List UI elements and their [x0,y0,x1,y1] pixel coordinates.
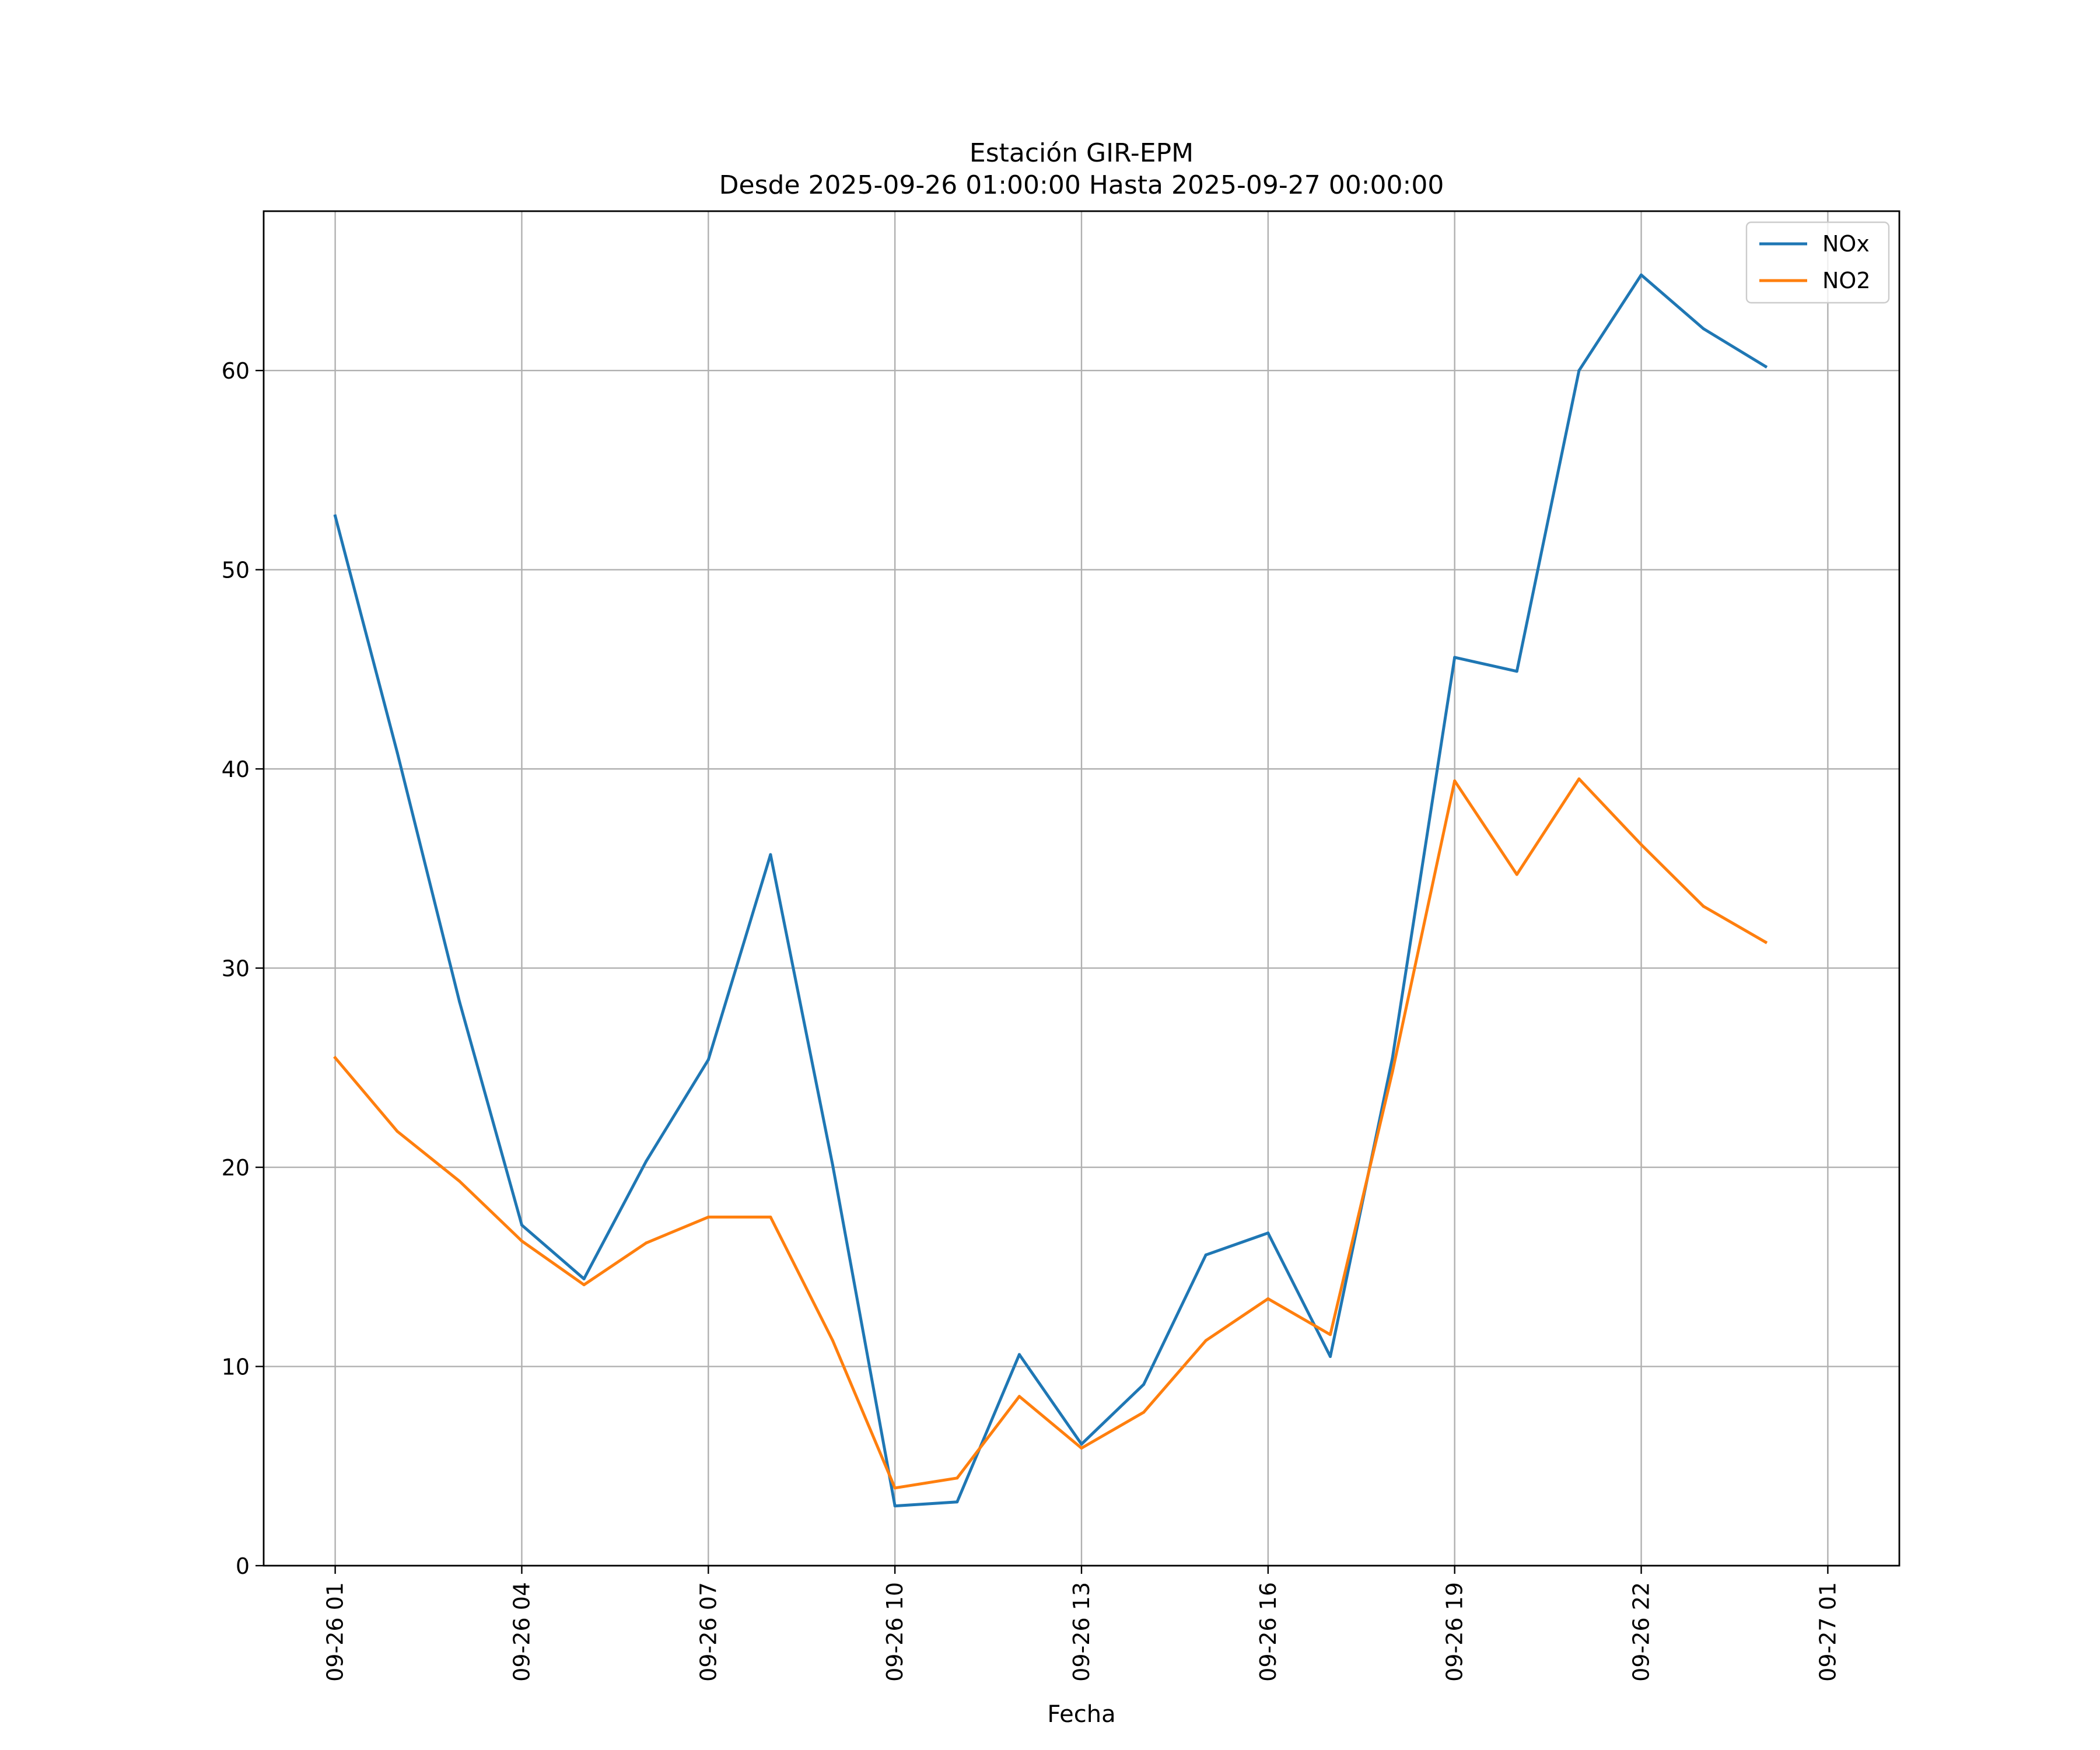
data-point-no2 [831,1339,834,1342]
y-tick-label: 60 [222,358,250,384]
x-tick-label: 09-27 01 [1815,1582,1840,1682]
x-tick-label: 09-26 07 [695,1582,721,1682]
x-tick-label: 09-26 04 [509,1582,534,1682]
x-tick-label: 09-26 22 [1629,1582,1654,1682]
series-line-nox [333,273,1768,1508]
data-point-nox [1266,1231,1270,1235]
data-point-no2 [1329,1333,1332,1336]
data-point-no2 [706,1215,710,1219]
data-point-nox [582,1277,586,1280]
data-point-nox [706,1058,710,1062]
data-point-no2 [1764,940,1768,944]
data-point-no2 [1017,1395,1021,1398]
data-point-no2 [893,1486,897,1490]
data-point-nox [1017,1353,1021,1356]
data-point-no2 [1391,1070,1394,1073]
chart-subtitle: Desde 2025-09-26 01:00:00 Hasta 2025-09-… [719,170,1444,200]
legend-label-nox: NOx [1822,231,1870,257]
data-point-nox [396,751,399,755]
data-point-no2 [458,1180,461,1183]
data-point-no2 [769,1215,772,1219]
data-point-nox [1764,365,1768,368]
data-point-no2 [582,1283,586,1286]
data-point-no2 [956,1476,959,1480]
data-point-nox [1329,1355,1332,1358]
legend-label-no2: NO2 [1822,268,1871,293]
data-point-nox [1391,1056,1394,1059]
y-tick-label: 20 [222,1155,250,1181]
data-point-no2 [1142,1410,1146,1414]
y-tick-label: 50 [222,558,250,583]
data-point-nox [956,1500,959,1504]
y-tick-label: 10 [222,1354,250,1380]
data-point-nox [1453,656,1457,659]
series-lines [333,273,1768,1508]
data-point-no2 [334,1056,337,1059]
data-point-no2 [1640,843,1643,846]
x-tick-label: 09-26 13 [1069,1582,1094,1682]
data-point-no2 [396,1130,399,1133]
data-point-nox [334,514,337,517]
series-line-no2 [333,777,1768,1490]
chart-title: Estación GIR-EPM [970,138,1194,168]
data-point-no2 [1577,777,1581,780]
x-tick-label: 09-26 10 [882,1582,908,1682]
data-point-nox [1515,670,1518,673]
legend: NOx NO2 [1745,221,1890,304]
data-point-no2 [1515,873,1518,876]
axis-ticks: 0 10 20 30 40 50 60 09-26 01 09-26 04 09-26 07 09-… [222,358,1841,1682]
data-point-no2 [645,1241,648,1245]
data-point-nox [893,1504,897,1508]
y-tick-label: 40 [222,757,250,782]
data-point-nox [1142,1382,1146,1386]
data-point-nox [831,1164,834,1167]
data-point-nox [645,1160,648,1163]
data-point-nox [769,853,772,856]
y-tick-label: 0 [236,1553,250,1579]
data-point-nox [520,1223,523,1227]
data-point-no2 [1204,1339,1208,1342]
x-axis-label: Fecha [1047,1701,1115,1728]
data-point-no2 [1080,1447,1083,1450]
data-point-nox [458,1000,461,1004]
data-point-no2 [1453,779,1457,783]
y-tick-label: 30 [222,956,250,982]
data-point-nox [1702,327,1705,330]
data-point-nox [1080,1443,1083,1446]
data-point-nox [1577,369,1581,372]
x-tick-label: 09-26 19 [1442,1582,1468,1682]
data-point-nox [1204,1253,1208,1256]
data-point-nox [1640,273,1643,276]
data-point-no2 [1266,1297,1270,1300]
data-point-no2 [1702,905,1705,908]
data-point-no2 [520,1239,523,1242]
x-tick-label: 09-26 16 [1255,1582,1281,1682]
grid [264,211,1899,1567]
x-tick-label: 09-26 01 [323,1582,348,1682]
